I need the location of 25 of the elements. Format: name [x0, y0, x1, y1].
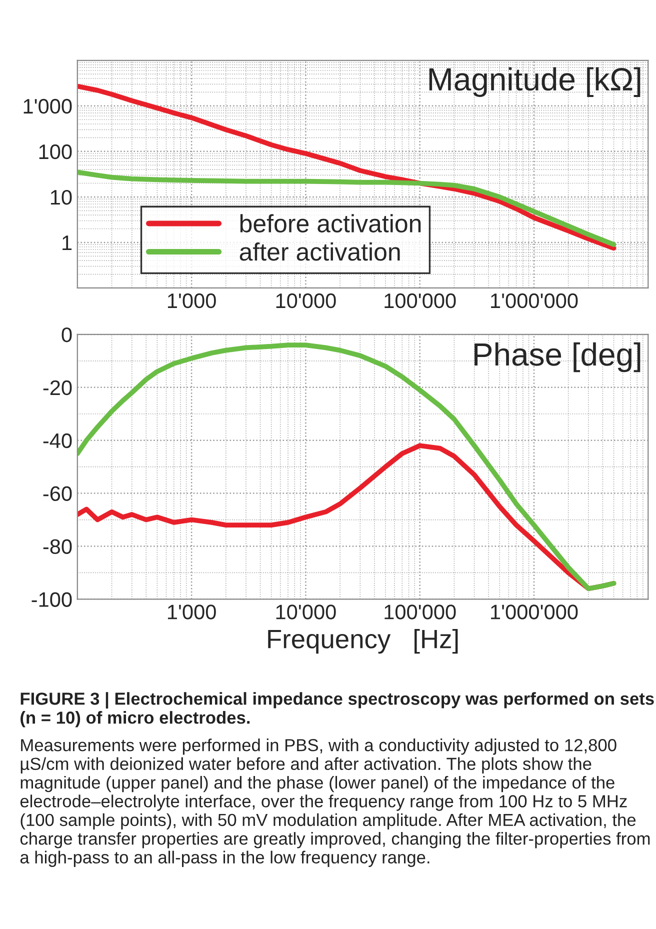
x-tick-label: 1'000'000: [491, 293, 578, 308]
y-tick-label: 1'000: [24, 98, 72, 114]
y-tick-label: 1: [62, 236, 72, 250]
y-tick-label: -40: [43, 433, 72, 448]
x-tick-label: 10'000: [276, 604, 336, 620]
y-tick-label: -20: [43, 380, 72, 396]
x-tick-label: 1'000: [168, 293, 216, 308]
caption: FIGURE 3 | Electrochemical impedance spectroscopy was performed on sets (n = 10) of micro electrodes.: [20, 692, 654, 728]
x-tick-label: 1'000: [168, 604, 216, 620]
x-tick-label: 1'000'000: [491, 604, 578, 620]
y-tick-label: 0: [62, 327, 72, 342]
x-tick-label: 100'000: [384, 293, 456, 308]
legend-label: after activation: [240, 242, 400, 261]
legend-label: before activation: [240, 214, 421, 232]
x-tick-label: 10'000: [276, 293, 336, 308]
x-tick-label: 100'000: [384, 604, 456, 620]
y-tick-label: 100: [39, 144, 72, 160]
y-tick-label: -60: [43, 486, 72, 502]
y-tick-label: 10: [50, 190, 72, 205]
text: Measurements were performed in PBS, with a conductivity adjusted to 12,800 µS/cm with deionized water before and after activation. The plots show the magnitude (upper panel) and the phase (lower panel) of the impedance of the electrode–electrolyte interface, over the frequency range from 100 Hz to 5 MHz (100 sample points), with 50 mV modulation amplitude. After MEA activation, the charge transfer properties are greatly improved, changing the filter-properties from a high-pass to an all-pass in the low frequency range.: [20, 738, 650, 867]
chart-title: Magnitude [kΩ]: [429, 67, 640, 97]
y-tick-label: -100: [32, 592, 72, 607]
y-tick-label: -80: [43, 539, 72, 554]
chart-title: Phase [deg]: [474, 342, 640, 372]
x-axis-title: Frequency [Hz]: [268, 629, 458, 654]
